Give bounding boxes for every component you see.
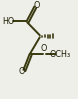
Text: O: O: [33, 1, 39, 10]
Text: O: O: [40, 44, 47, 53]
Text: O: O: [19, 67, 25, 76]
Text: HO: HO: [2, 17, 15, 26]
Text: OCH₃: OCH₃: [50, 50, 71, 59]
